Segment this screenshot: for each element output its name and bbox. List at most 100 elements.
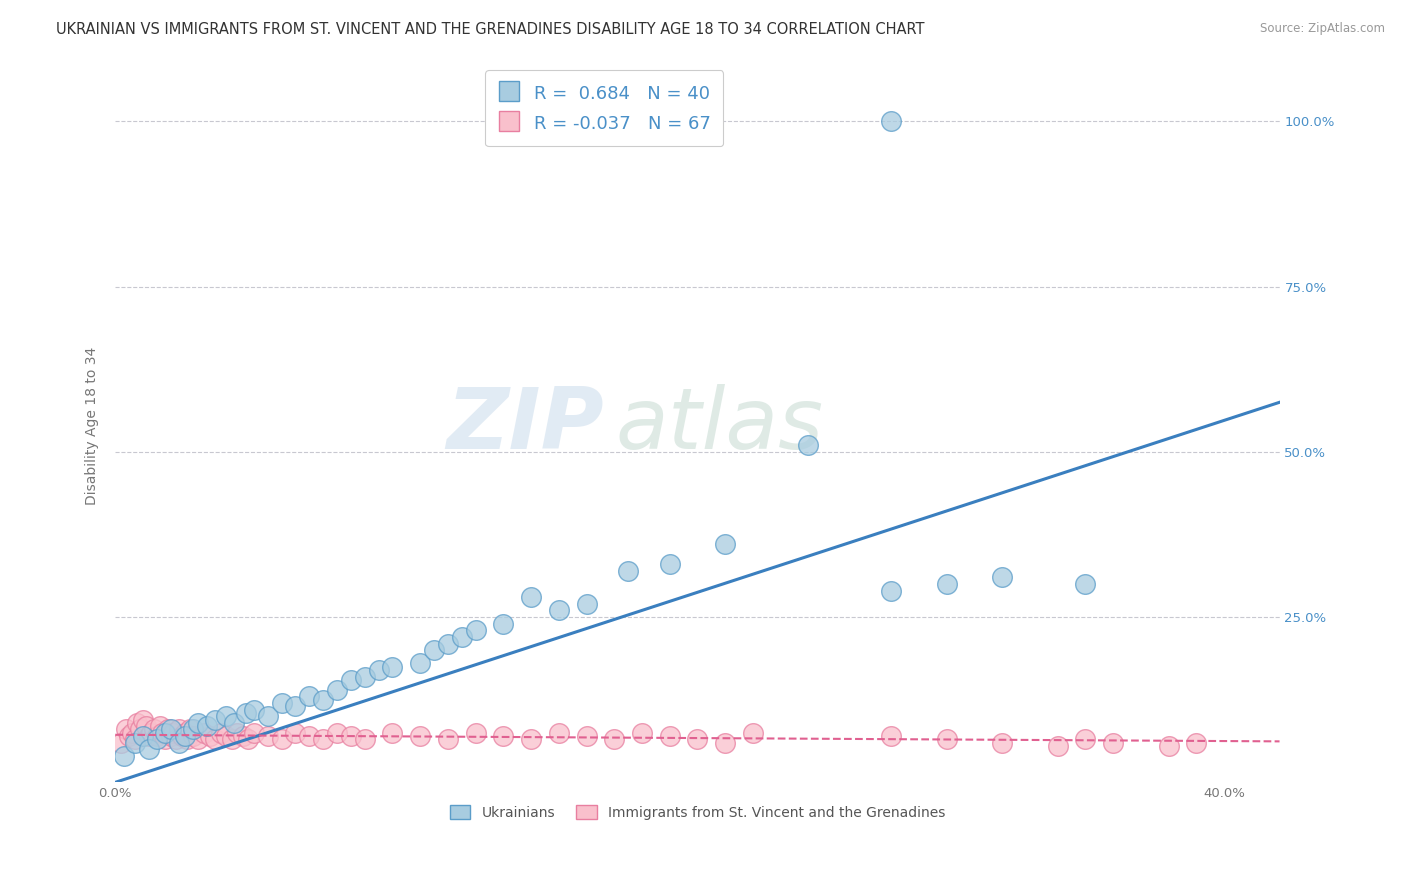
Point	[141, 725, 163, 739]
Point	[187, 715, 209, 730]
Point	[146, 729, 169, 743]
Point	[238, 732, 260, 747]
Point	[138, 729, 160, 743]
Point	[181, 729, 204, 743]
Point	[159, 729, 181, 743]
Point	[204, 713, 226, 727]
Point	[179, 723, 201, 737]
Point	[284, 725, 307, 739]
Point	[880, 114, 903, 128]
Point	[437, 732, 460, 747]
Point	[235, 706, 257, 720]
Point	[162, 725, 184, 739]
Point	[450, 630, 472, 644]
Point	[1046, 739, 1069, 753]
Point	[209, 725, 232, 739]
Point	[135, 719, 157, 733]
Point	[409, 657, 432, 671]
Point	[195, 719, 218, 733]
Point	[686, 732, 709, 747]
Point	[226, 725, 249, 739]
Point	[381, 659, 404, 673]
Point	[159, 723, 181, 737]
Y-axis label: Disability Age 18 to 34: Disability Age 18 to 34	[86, 346, 100, 505]
Point	[520, 732, 543, 747]
Point	[1185, 736, 1208, 750]
Point	[176, 732, 198, 747]
Text: UKRAINIAN VS IMMIGRANTS FROM ST. VINCENT AND THE GRENADINES DISABILITY AGE 18 TO: UKRAINIAN VS IMMIGRANTS FROM ST. VINCENT…	[56, 22, 925, 37]
Point	[1157, 739, 1180, 753]
Point	[138, 742, 160, 756]
Point	[156, 723, 179, 737]
Point	[326, 725, 349, 739]
Point	[520, 591, 543, 605]
Point	[170, 729, 193, 743]
Point	[215, 709, 238, 723]
Point	[880, 729, 903, 743]
Point	[112, 748, 135, 763]
Point	[115, 723, 138, 737]
Text: Source: ZipAtlas.com: Source: ZipAtlas.com	[1260, 22, 1385, 36]
Point	[121, 725, 143, 739]
Point	[312, 692, 335, 706]
Point	[152, 725, 174, 739]
Point	[464, 624, 486, 638]
Point	[353, 670, 375, 684]
Point	[367, 663, 389, 677]
Point	[181, 723, 204, 737]
Point	[256, 709, 278, 723]
Point	[129, 723, 152, 737]
Point	[409, 729, 432, 743]
Point	[124, 736, 146, 750]
Text: ZIP: ZIP	[447, 384, 605, 467]
Point	[127, 715, 149, 730]
Point	[110, 736, 132, 750]
Text: atlas: atlas	[616, 384, 824, 467]
Point	[658, 729, 681, 743]
Point	[118, 729, 141, 743]
Point	[270, 696, 292, 710]
Point	[232, 729, 254, 743]
Point	[603, 732, 626, 747]
Point	[631, 725, 654, 739]
Point	[187, 732, 209, 747]
Point	[492, 616, 515, 631]
Point	[437, 636, 460, 650]
Point	[167, 723, 190, 737]
Point	[165, 732, 187, 747]
Point	[198, 729, 221, 743]
Point	[132, 713, 155, 727]
Point	[1074, 732, 1097, 747]
Point	[797, 438, 820, 452]
Point	[153, 725, 176, 739]
Point	[547, 603, 569, 617]
Point	[146, 732, 169, 747]
Point	[167, 736, 190, 750]
Point	[298, 729, 321, 743]
Point	[575, 597, 598, 611]
Point	[124, 732, 146, 747]
Point	[658, 558, 681, 572]
Point	[221, 732, 243, 747]
Point	[464, 725, 486, 739]
Point	[149, 719, 172, 733]
Point	[935, 732, 957, 747]
Point	[741, 725, 763, 739]
Point	[991, 570, 1014, 584]
Point	[575, 729, 598, 743]
Point	[340, 673, 363, 687]
Point	[1102, 736, 1125, 750]
Point	[243, 725, 266, 739]
Point	[617, 564, 640, 578]
Point	[204, 732, 226, 747]
Point	[224, 715, 246, 730]
Point	[143, 723, 166, 737]
Point	[423, 643, 446, 657]
Point	[340, 729, 363, 743]
Point	[256, 729, 278, 743]
Legend: Ukrainians, Immigrants from St. Vincent and the Grenadines: Ukrainians, Immigrants from St. Vincent …	[444, 799, 950, 825]
Point	[312, 732, 335, 747]
Point	[153, 732, 176, 747]
Point	[381, 725, 404, 739]
Point	[270, 732, 292, 747]
